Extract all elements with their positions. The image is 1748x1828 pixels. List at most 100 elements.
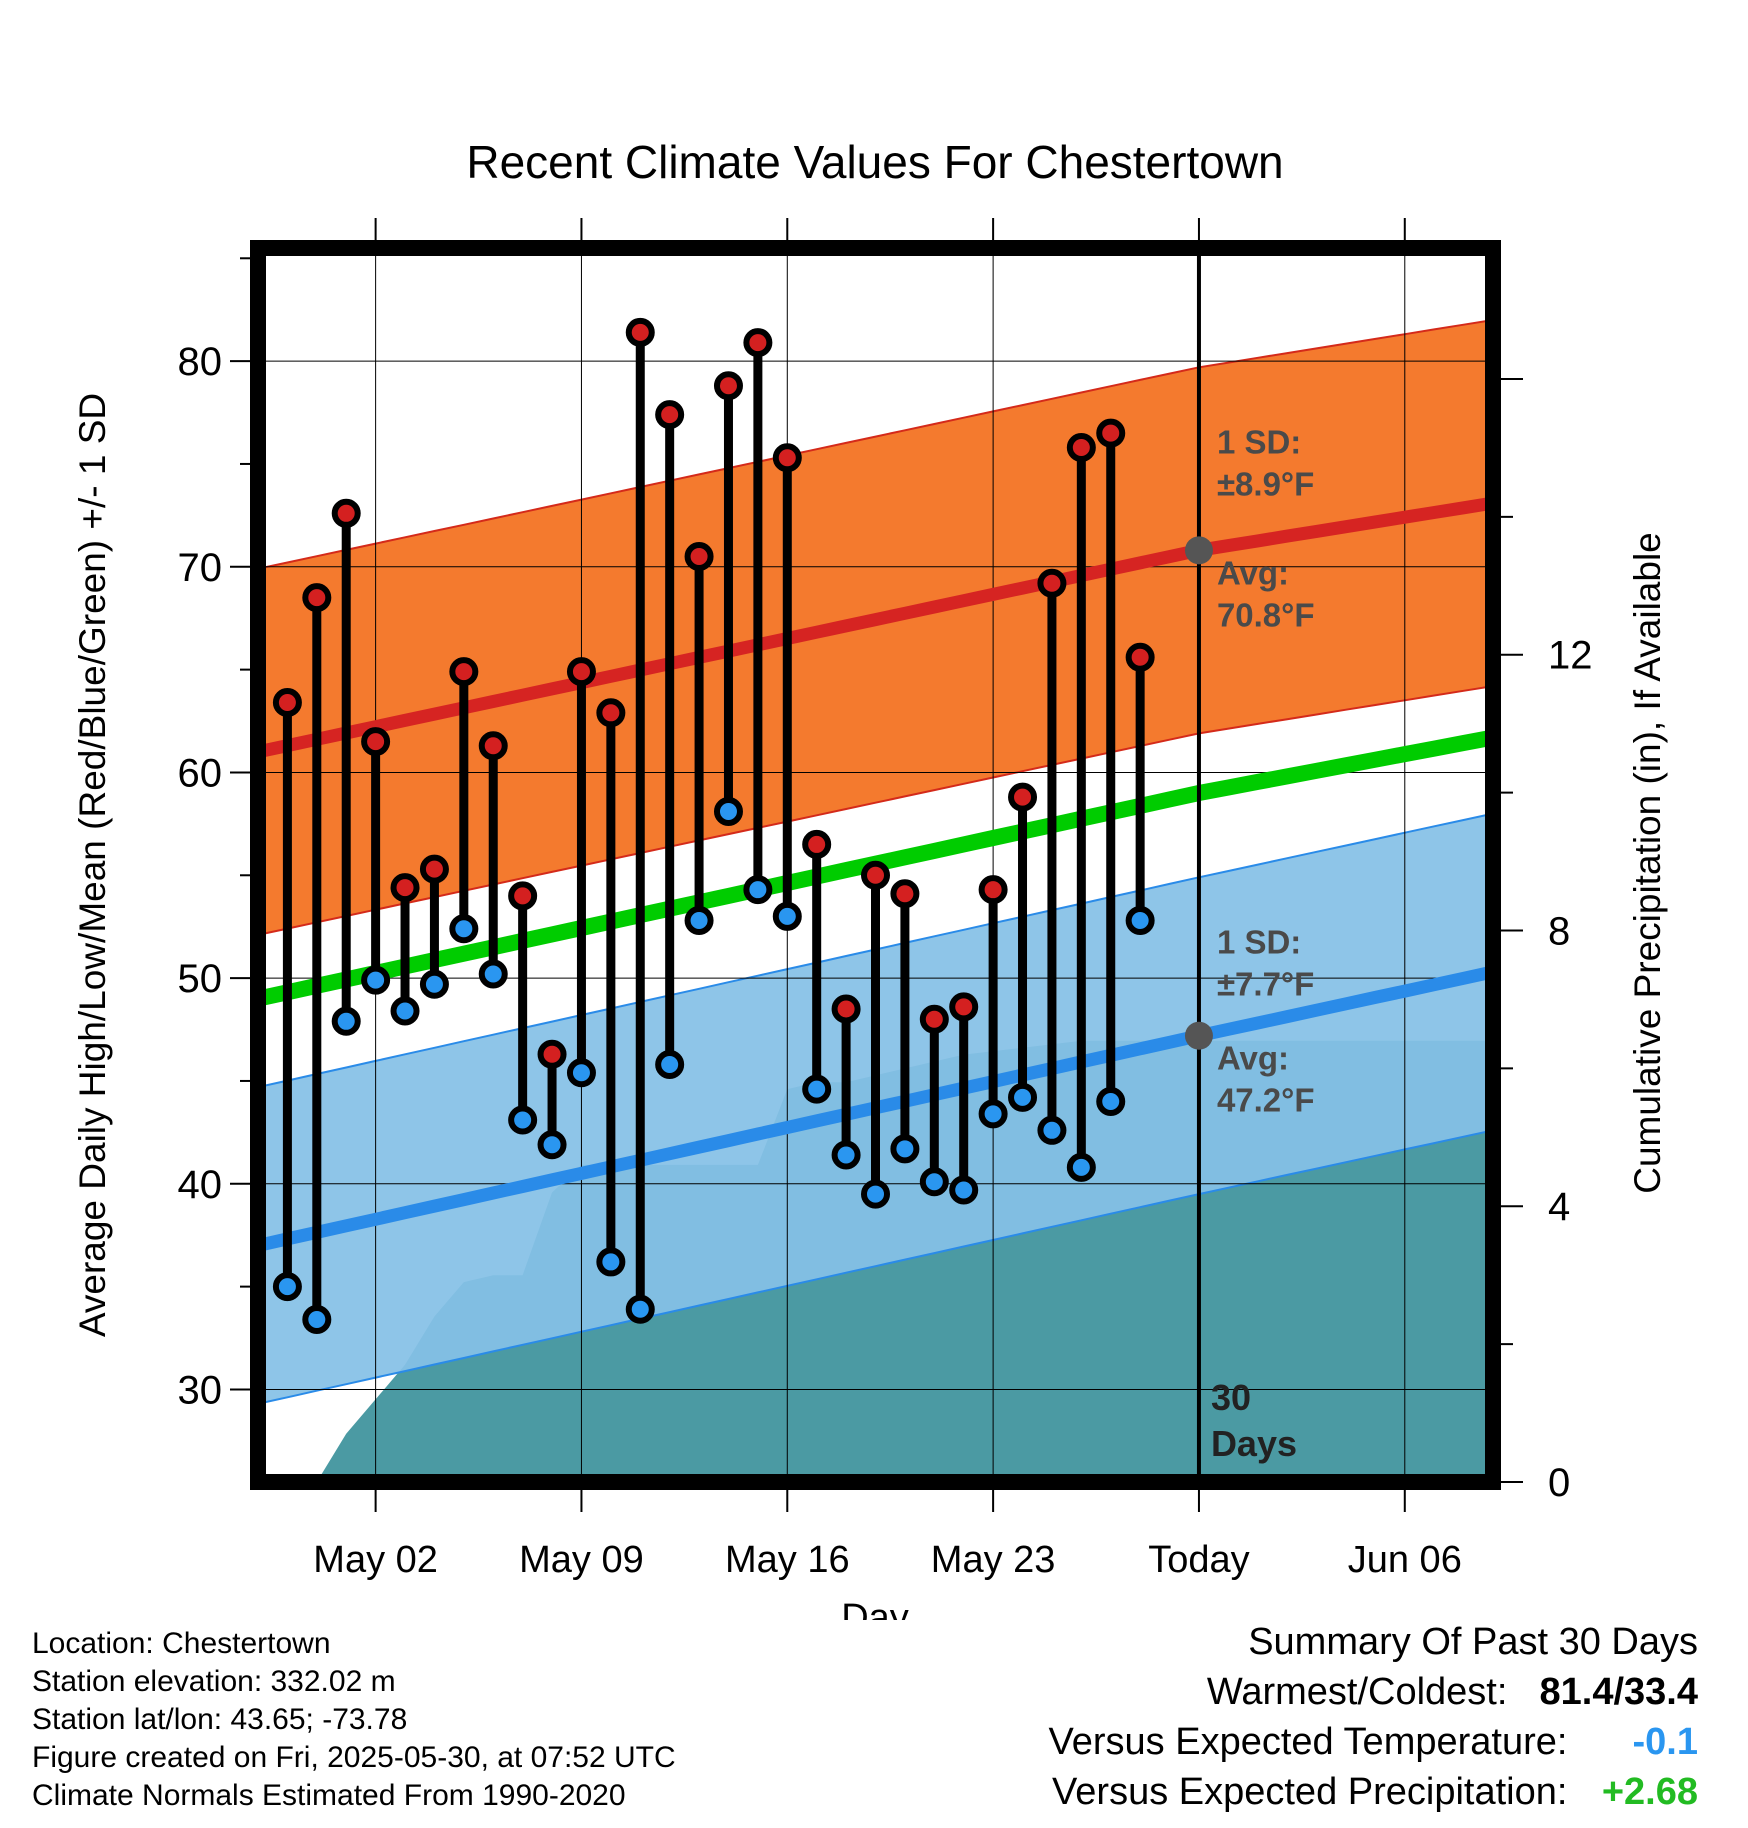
x-tick-label: May 02	[313, 1539, 438, 1581]
low-point	[419, 969, 449, 999]
low-point	[978, 1099, 1008, 1129]
high-sd-band	[258, 320, 1493, 935]
y-tick-label: 70	[178, 546, 223, 590]
low-point	[655, 1049, 685, 1079]
high-avg-annotation-line: 70.8°F	[1217, 596, 1315, 633]
low-point	[919, 1167, 949, 1197]
x-tick-label: May 09	[519, 1539, 644, 1581]
high-point	[566, 657, 596, 687]
climate-chart: Recent Climate Values For Chestertown 1 …	[72, 136, 1668, 1620]
low-point	[596, 1247, 626, 1277]
y2-tick-label: 0	[1548, 1461, 1570, 1505]
low-point	[625, 1294, 655, 1324]
high-point	[390, 873, 420, 903]
high-point	[625, 317, 655, 347]
low-point	[772, 901, 802, 931]
high-point	[331, 498, 361, 528]
high-point	[478, 731, 508, 761]
high-point	[537, 1039, 567, 1069]
low-point	[684, 906, 714, 936]
low-point	[743, 875, 773, 905]
low-point	[949, 1175, 979, 1205]
low-sd-annotation-line: ±7.7°F	[1217, 965, 1314, 1002]
station-info: Location: Chestertown Station elevation:…	[32, 1625, 676, 1815]
high-point	[361, 727, 391, 757]
today-low-avg-marker	[1184, 1021, 1213, 1050]
plot-frame	[250, 240, 1501, 1490]
summary-temp-row: Versus Expected Temperature: -0.1	[1049, 1717, 1698, 1767]
low-point	[361, 965, 391, 995]
low-avg-annotation: Avg: 47.2°F	[1217, 1040, 1315, 1119]
summary-title: Summary Of Past 30 Days	[1248, 1621, 1698, 1663]
low-point	[1008, 1082, 1038, 1112]
chart-title: Recent Climate Values For Chestertown	[466, 136, 1283, 188]
low-avg-annotation-line: Avg:	[1217, 1040, 1289, 1077]
high-point	[919, 1004, 949, 1034]
today-days-label: Days	[1211, 1423, 1297, 1464]
y-tick-label: 30	[178, 1368, 223, 1412]
high-point	[272, 688, 302, 718]
today-high-avg-marker	[1184, 536, 1213, 565]
high-avg-annotation: Avg: 70.8°F	[1217, 554, 1315, 633]
high-point	[1066, 432, 1096, 462]
high-avg-annotation-line: Avg:	[1217, 554, 1289, 591]
low-sd-lower	[258, 1129, 1493, 1405]
summary-precip-row: Versus Expected Precipitation: +2.68	[1049, 1767, 1698, 1817]
low-point	[802, 1074, 832, 1104]
high-point	[1125, 642, 1155, 672]
low-point	[390, 996, 420, 1026]
high-point	[861, 860, 890, 890]
today-days-label: 30	[1211, 1377, 1251, 1418]
y-tick-label: 40	[178, 1163, 223, 1207]
low-point	[508, 1105, 538, 1135]
plot-area	[258, 248, 1493, 1482]
high-point	[978, 875, 1008, 905]
precip-label: Versus Expected Precipitation:	[1052, 1771, 1568, 1813]
high-point	[1037, 568, 1067, 598]
x-tick-label: May 23	[931, 1539, 1056, 1581]
y2-axis-title: Cumulative Precipitation (in), If Availa…	[1627, 532, 1668, 1194]
low-point	[1096, 1087, 1126, 1117]
temp-value: -0.1	[1632, 1721, 1698, 1763]
warmest-value: 81.4/33.4	[1539, 1671, 1698, 1713]
high-point	[508, 881, 538, 911]
high-point	[449, 657, 479, 687]
low-point	[1037, 1115, 1067, 1145]
high-point	[772, 443, 802, 473]
low-point	[861, 1179, 890, 1209]
elevation-text: Station elevation: 332.02 m	[32, 1665, 396, 1698]
low-point	[566, 1058, 596, 1088]
low-point	[449, 914, 479, 944]
high-point	[655, 400, 685, 430]
low-point	[831, 1140, 861, 1170]
temp-label: Versus Expected Temperature:	[1048, 1721, 1568, 1763]
high-sd-upper	[258, 319, 1493, 570]
summary-warmest-row: Warmest/Coldest: 81.4/33.4	[1049, 1667, 1698, 1717]
location-text: Location: Chestertown	[32, 1627, 331, 1660]
low-point	[1125, 906, 1155, 936]
x-tick-label: May 16	[725, 1539, 850, 1581]
low-point	[890, 1134, 920, 1164]
x-tick-label: Today	[1148, 1539, 1249, 1581]
precip-value: +2.68	[1601, 1771, 1698, 1813]
x-axis-title: Day	[841, 1597, 909, 1620]
x-tick-label: Jun 06	[1348, 1539, 1462, 1581]
y2-tick-label: 4	[1548, 1185, 1570, 1229]
high-sd-annotation: 1 SD: ±8.9°F	[1217, 423, 1314, 502]
low-point	[302, 1305, 332, 1335]
high-point	[596, 698, 626, 728]
high-point	[1096, 418, 1126, 448]
low-point	[537, 1130, 567, 1160]
warmest-label: Warmest/Coldest:	[1206, 1671, 1508, 1713]
y2-tick-label: 12	[1548, 634, 1593, 678]
high-point	[684, 542, 714, 571]
high-point	[1008, 782, 1038, 812]
high-point	[802, 829, 832, 859]
y-axis-title: Average Daily High/Low/Mean (Red/Blue/Gr…	[72, 393, 113, 1337]
high-point	[831, 994, 861, 1024]
low-point	[478, 959, 508, 989]
high-point	[419, 854, 449, 884]
high-sd-annotation-line: ±8.9°F	[1217, 465, 1314, 502]
normals-text: Climate Normals Estimated From 1990-2020	[32, 1779, 626, 1812]
high-point	[949, 992, 979, 1022]
